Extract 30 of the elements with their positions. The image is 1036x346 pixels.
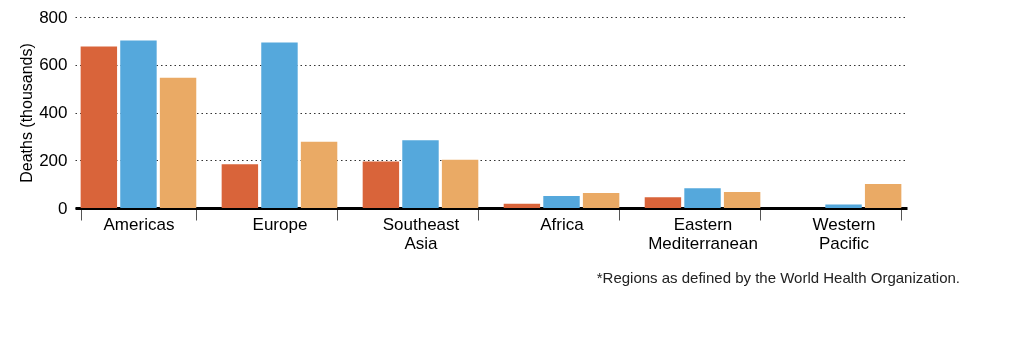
x-tick-label: Western Pacific <box>812 214 876 253</box>
bar <box>825 204 862 208</box>
bar <box>80 46 118 208</box>
bar <box>684 188 721 208</box>
bar <box>543 196 580 208</box>
x-tick-label: Europe <box>252 214 308 234</box>
y-axis-title: Deaths (thousands) <box>18 43 36 183</box>
y-tick-label: 0 <box>58 198 68 218</box>
bar <box>362 161 400 208</box>
bar <box>159 77 197 208</box>
bar <box>723 192 761 208</box>
y-tick-label: 400 <box>39 103 68 122</box>
x-tick-label: Southeast Asia <box>382 214 460 253</box>
bar <box>582 192 620 208</box>
bar <box>221 164 259 208</box>
bar <box>120 40 157 208</box>
bar <box>503 203 541 208</box>
bar <box>441 159 479 208</box>
y-tick-label: 600 <box>39 55 68 75</box>
x-tick-label: Eastern Mediterranean <box>648 214 758 253</box>
text: *Regions as defined by the World Health Organization. <box>595 269 960 286</box>
bar <box>644 197 682 208</box>
bar <box>402 140 439 208</box>
bar <box>300 141 338 208</box>
bar <box>864 183 902 208</box>
x-tick-label: Americas <box>103 214 175 234</box>
bar <box>261 42 298 208</box>
y-tick-label: 200 <box>39 150 68 170</box>
x-tick-label: Africa <box>540 214 585 234</box>
y-tick-label: 800 <box>39 7 68 27</box>
